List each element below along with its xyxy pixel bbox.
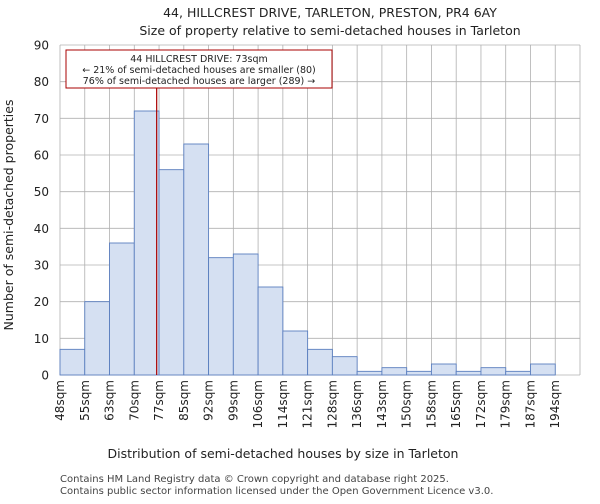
x-tick-106sqm: 106sqm	[251, 380, 265, 428]
bar-3	[109, 242, 135, 376]
x-tick-150sqm: 150sqm	[400, 380, 414, 428]
annotation-line3: 76% of semi-detached houses are larger (…	[83, 76, 316, 87]
annotation-line1: 44 HILLCREST DRIVE: 73sqm	[130, 54, 268, 65]
y-tick-80: 80	[34, 75, 49, 89]
bars	[59, 110, 556, 376]
x-axis-label: Distribution of semi-detached houses by …	[108, 446, 459, 461]
x-tick-77sqm: 77sqm	[152, 380, 166, 421]
bar-14	[381, 367, 408, 376]
bar-17	[455, 370, 482, 376]
bar-13	[356, 370, 383, 376]
bar-11	[307, 348, 333, 376]
y-tick-10: 10	[34, 332, 49, 346]
bar-20	[530, 363, 556, 376]
x-tick-55sqm: 55sqm	[78, 380, 92, 421]
y-tick-20: 20	[34, 295, 49, 309]
bar-7	[208, 257, 234, 376]
x-tick-194sqm: 194sqm	[548, 380, 562, 428]
bar-5	[158, 169, 185, 376]
x-tick-165sqm: 165sqm	[449, 380, 463, 428]
y-tick-30: 30	[34, 259, 49, 273]
x-tick-128sqm: 128sqm	[325, 380, 339, 428]
y-tick-90: 90	[34, 39, 49, 53]
x-tick-179sqm: 179sqm	[499, 380, 513, 428]
x-tick-labels: 48sqm 55sqm 63sqm 70sqm 77sqm 85sqm 92sqm 99sqm…	[53, 380, 562, 428]
bar-9	[257, 286, 284, 376]
y-tick-labels: 0 10 20 30 40 50 60 70 80 90	[34, 39, 49, 383]
x-tick-70sqm: 70sqm	[127, 380, 141, 421]
x-tick-48sqm: 48sqm	[53, 380, 67, 421]
chart-title-line1: 44, HILLCREST DRIVE, TARLETON, PRESTON, …	[163, 5, 497, 20]
x-tick-63sqm: 63sqm	[103, 380, 117, 421]
chart-title-line2: Size of property relative to semi-detach…	[139, 23, 520, 38]
x-tick-172sqm: 172sqm	[474, 380, 488, 428]
y-tick-70: 70	[34, 112, 49, 126]
x-tick-85sqm: 85sqm	[177, 380, 191, 421]
y-tick-0: 0	[41, 369, 49, 383]
bar-10	[282, 330, 309, 376]
y-axis-label: Number of semi-detached properties	[1, 100, 16, 331]
footer-line2: Contains public sector information licen…	[60, 486, 493, 497]
bar-12	[331, 356, 358, 376]
annotation-line2: ← 21% of semi-detached houses are smalle…	[82, 65, 316, 76]
bar-2	[84, 301, 110, 376]
bar-1	[59, 348, 86, 376]
bar-6	[183, 143, 210, 376]
x-tick-114sqm: 114sqm	[276, 380, 290, 428]
x-tick-99sqm: 99sqm	[226, 380, 240, 421]
bar-15	[406, 370, 432, 376]
x-tick-121sqm: 121sqm	[301, 380, 315, 428]
footer-line1: Contains HM Land Registry data © Crown c…	[60, 474, 449, 485]
x-tick-158sqm: 158sqm	[424, 380, 438, 428]
bar-4	[133, 110, 160, 376]
x-tick-92sqm: 92sqm	[202, 380, 216, 421]
bar-18	[480, 367, 507, 376]
x-tick-187sqm: 187sqm	[523, 380, 537, 428]
x-tick-143sqm: 143sqm	[375, 380, 389, 428]
y-tick-40: 40	[34, 222, 49, 236]
x-tick-136sqm: 136sqm	[350, 380, 364, 428]
y-tick-60: 60	[34, 149, 49, 163]
y-tick-50: 50	[34, 185, 49, 199]
bar-8	[232, 253, 259, 376]
bar-19	[505, 370, 531, 376]
bar-16	[430, 363, 457, 376]
annotation-box	[65, 49, 333, 89]
